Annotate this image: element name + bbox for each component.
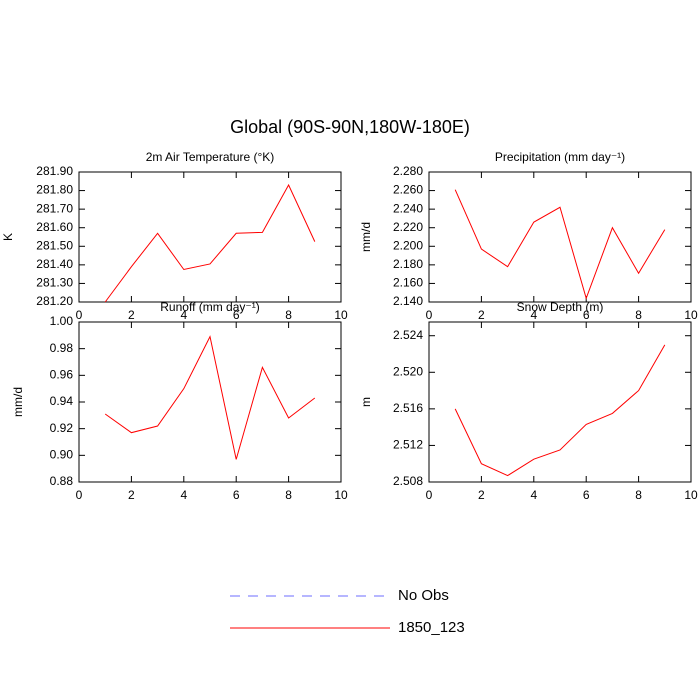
legend-label: 1850_123	[398, 619, 465, 636]
y-tick-label: 0.98	[50, 341, 74, 355]
y-axis-label: mm/d	[359, 222, 373, 252]
y-tick-label: 2.260	[393, 183, 423, 197]
figure-title: Global (90S-90N,180W-180E)	[230, 117, 470, 137]
y-axis-label: m	[359, 397, 373, 407]
x-tick-label: 4	[180, 488, 187, 502]
x-tick-label: 0	[76, 308, 83, 322]
y-tick-label: 281.30	[36, 276, 73, 290]
y-tick-label: 281.90	[36, 164, 73, 178]
data-line	[104, 335, 316, 460]
panel-title: Runoff (mm day⁻¹)	[160, 300, 259, 314]
y-tick-label: 281.80	[36, 183, 73, 197]
y-tick-label: 281.20	[36, 294, 73, 308]
plot-frame	[428, 321, 692, 483]
x-tick-label: 4	[530, 488, 537, 502]
y-tick-label: 2.140	[393, 294, 423, 308]
y-tick-label: 2.512	[393, 438, 423, 452]
x-tick-label: 0	[426, 488, 433, 502]
y-tick-label: 2.520	[393, 364, 423, 378]
y-tick-label: 2.508	[393, 474, 423, 488]
x-tick-label: 10	[334, 308, 348, 322]
data-line	[104, 183, 316, 303]
y-tick-label: 0.88	[50, 474, 74, 488]
y-tick-label: 281.70	[36, 201, 73, 215]
x-tick-label: 8	[635, 308, 642, 322]
x-tick-label: 6	[233, 308, 240, 322]
x-tick-label: 10	[334, 488, 348, 502]
x-tick-label: 2	[478, 308, 485, 322]
y-tick-label: 1.00	[50, 314, 74, 328]
x-tick-label: 8	[285, 308, 292, 322]
y-axis-label: K	[1, 233, 15, 241]
y-tick-label: 2.516	[393, 401, 423, 415]
x-tick-label: 10	[684, 308, 698, 322]
legend-label: No Obs	[398, 587, 449, 604]
panel-title: Snow Depth (m)	[517, 300, 604, 314]
y-tick-label: 281.50	[36, 238, 73, 252]
x-tick-label: 8	[285, 488, 292, 502]
y-tick-label: 2.160	[393, 276, 423, 290]
data-line	[454, 344, 666, 477]
x-tick-label: 0	[76, 488, 83, 502]
x-tick-label: 10	[684, 488, 698, 502]
y-tick-label: 281.40	[36, 257, 73, 271]
y-tick-label: 2.240	[393, 201, 423, 215]
x-tick-label: 2	[478, 488, 485, 502]
y-axis-label: mm/d	[11, 387, 25, 417]
y-tick-label: 0.96	[50, 368, 74, 382]
y-tick-label: 2.180	[393, 257, 423, 271]
y-tick-label: 0.92	[50, 421, 74, 435]
y-tick-label: 2.220	[393, 220, 423, 234]
x-tick-label: 6	[583, 488, 590, 502]
y-tick-label: 0.90	[50, 448, 74, 462]
y-tick-label: 2.524	[393, 328, 423, 342]
x-tick-label: 8	[635, 488, 642, 502]
x-tick-label: 2	[128, 308, 135, 322]
y-tick-label: 0.94	[50, 394, 74, 408]
y-tick-label: 2.280	[393, 164, 423, 178]
x-tick-label: 6	[233, 488, 240, 502]
data-line	[454, 189, 666, 300]
x-tick-label: 4	[530, 308, 537, 322]
x-tick-label: 2	[128, 488, 135, 502]
panel-title: 2m Air Temperature (°K)	[146, 150, 275, 164]
y-tick-label: 2.200	[393, 238, 423, 252]
plot-frame	[428, 171, 692, 303]
plot-frame	[78, 171, 342, 303]
x-tick-label: 0	[426, 308, 433, 322]
y-tick-label: 281.60	[36, 220, 73, 234]
panel-title: Precipitation (mm day⁻¹)	[495, 150, 625, 164]
plot-frame	[78, 321, 342, 483]
x-tick-label: 6	[583, 308, 590, 322]
x-tick-label: 4	[180, 308, 187, 322]
